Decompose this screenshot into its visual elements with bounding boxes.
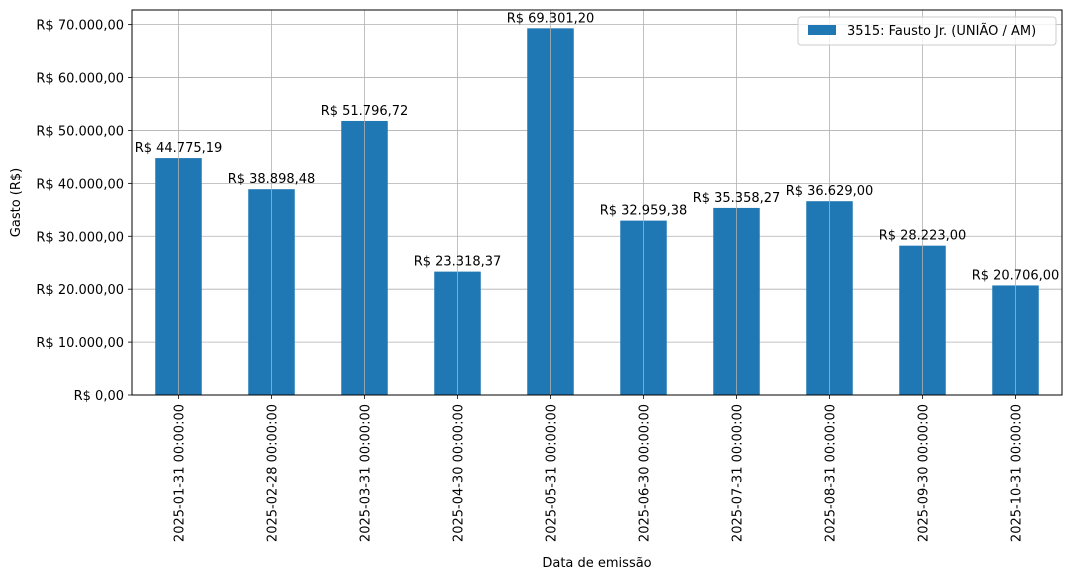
y-tick-label: R$ 20.000,00: [36, 283, 124, 298]
x-tick-label: 2025-01-31 00:00:00: [173, 404, 188, 542]
x-tick-label: 2025-10-31 00:00:00: [1010, 404, 1025, 542]
y-tick-label: R$ 60.000,00: [36, 72, 124, 87]
x-tick-label: 2025-09-30 00:00:00: [917, 404, 932, 542]
y-tick-label: R$ 50.000,00: [36, 124, 124, 139]
x-tick-label: 2025-03-31 00:00:00: [359, 404, 374, 542]
x-tick-label: 2025-05-31 00:00:00: [545, 404, 560, 542]
x-tick-label: 2025-02-28 00:00:00: [266, 404, 281, 542]
data-label: R$ 36.629,00: [786, 184, 874, 199]
x-tick-label: 2025-08-31 00:00:00: [824, 404, 839, 542]
y-axis-label: Gasto (R$): [9, 168, 24, 237]
data-label: R$ 20.706,00: [972, 268, 1060, 283]
x-tick-label: 2025-04-30 00:00:00: [452, 404, 467, 542]
x-ticks: 2025-01-31 00:00:00 2025-02-28 00:00:00 20…: [173, 395, 1025, 542]
data-label: R$ 44.775,19: [135, 141, 223, 156]
axes-frame: [131, 9, 1063, 396]
y-tick-label: R$ 40.000,00: [36, 177, 124, 192]
data-label: R$ 35.358,27: [693, 191, 781, 206]
x-tick-label: 2025-07-31 00:00:00: [731, 404, 746, 542]
x-tick-label: 2025-06-30 00:00:00: [638, 404, 653, 542]
data-label: R$ 23.318,37: [414, 255, 502, 270]
y-tick-label: R$ 70.000,00: [36, 19, 124, 34]
data-label: R$ 51.796,72: [321, 104, 409, 119]
y-ticks: R$ 0,00 R$ 10.000,00 R$ 20.000,00 R$ 30.000…: [36, 19, 132, 404]
x-axis-label: Data de emissão: [542, 556, 651, 571]
data-label: R$ 28.223,00: [879, 229, 967, 244]
bars: [155, 28, 1039, 395]
data-labels: R$ 44.775,19 R$ 38.898,48 R$ 51.796,72 R$ 2…: [135, 11, 1060, 283]
legend-swatch: [808, 25, 836, 35]
data-label: R$ 38.898,48: [228, 172, 316, 187]
data-label: R$ 69.301,20: [507, 11, 595, 26]
data-label: R$ 32.959,38: [600, 204, 688, 219]
legend-label: 3515: Fausto Jr. (UNIÃO / AM): [847, 23, 1036, 39]
x-grid: [178, 10, 1016, 395]
y-tick-label: R$ 0,00: [74, 389, 124, 404]
y-tick-label: R$ 10.000,00: [36, 336, 124, 351]
y-tick-label: R$ 30.000,00: [36, 230, 124, 245]
legend-box: [797, 16, 1057, 46]
legend: 3515: Fausto Jr. (UNIÃO / AM): [797, 16, 1057, 46]
